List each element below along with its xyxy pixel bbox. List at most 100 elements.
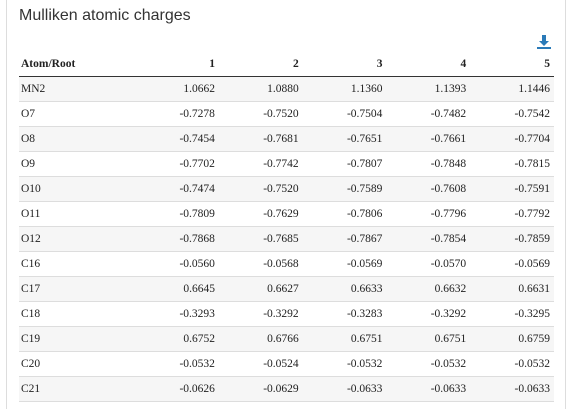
charge-value-cell: 0.6759 xyxy=(470,326,554,352)
charge-value-cell: -0.7815 xyxy=(470,151,554,177)
charge-value-cell: 0.6627 xyxy=(218,276,303,302)
table-row: O8 -0.7454 -0.7681 -0.7651 -0.7661 -0.7704 xyxy=(19,126,554,152)
charge-value-cell: -0.7520 xyxy=(218,176,303,202)
charge-value-cell: 0.6751 xyxy=(302,326,387,352)
charge-value-cell: -0.0532 xyxy=(386,351,471,377)
charge-value-cell: -0.3295 xyxy=(470,301,554,327)
charge-value-cell: -0.7608 xyxy=(386,176,471,202)
download-icon-graphic xyxy=(537,35,551,49)
results-panel xyxy=(6,0,566,409)
charge-value-cell: -0.7591 xyxy=(470,176,554,202)
table-row: C16 -0.0560 -0.0568 -0.0569 -0.0570 -0.0569 xyxy=(19,251,554,277)
charge-value-cell: -0.7704 xyxy=(470,126,554,152)
charge-value-cell: 0.6632 xyxy=(386,276,471,302)
charge-value-cell: 1.1446 xyxy=(470,76,554,102)
atom-label-cell: C20 xyxy=(19,351,136,377)
panel-title: Mulliken atomic charges xyxy=(19,7,191,24)
charge-value-cell: -0.7589 xyxy=(302,176,387,202)
charge-value-cell: 1.0880 xyxy=(218,76,303,102)
charge-value-cell: -0.0626 xyxy=(135,376,219,402)
charge-value-cell: 0.6633 xyxy=(302,276,387,302)
download-icon[interactable] xyxy=(537,35,551,49)
atom-label-cell: O8 xyxy=(19,126,136,152)
table-header-row: Atom/Root 1 2 3 4 5 xyxy=(19,52,554,77)
table-row: C17 0.6645 0.6627 0.6633 0.6632 0.6631 xyxy=(19,276,554,302)
charge-value-cell: -0.0524 xyxy=(218,351,303,377)
table-row: O12 -0.7868 -0.7685 -0.7867 -0.7854 -0.7859 xyxy=(19,226,554,252)
column-header-root-1[interactable]: 1 xyxy=(135,52,219,77)
table-row: O10 -0.7474 -0.7520 -0.7589 -0.7608 -0.7591 xyxy=(19,176,554,202)
table-row: O9 -0.7702 -0.7742 -0.7807 -0.7848 -0.7815 xyxy=(19,151,554,177)
table-row: C21 -0.0626 -0.0629 -0.0633 -0.0633 -0.0633 xyxy=(19,376,554,402)
charge-value-cell: -0.7629 xyxy=(218,201,303,227)
charge-value-cell: -0.0560 xyxy=(135,251,219,277)
table-body: MN2 1.0662 1.0880 1.1360 1.1393 1.1446 O7 -0.72… xyxy=(19,76,554,402)
atom-label-cell: O11 xyxy=(19,201,136,227)
atom-label-cell: C17 xyxy=(19,276,136,302)
charge-value-cell: -0.7454 xyxy=(135,126,219,152)
column-header-root-2[interactable]: 2 xyxy=(218,52,303,77)
mulliken-charges-table: Atom/Root 1 2 3 4 5 MN2 1.0662 1.0880 1.136… xyxy=(19,52,554,402)
charge-value-cell: -0.7542 xyxy=(470,101,554,127)
table-row: C20 -0.0532 -0.0524 -0.0532 -0.0532 -0.0532 xyxy=(19,351,554,377)
atom-label-cell: C19 xyxy=(19,326,136,352)
charge-value-cell: 0.6752 xyxy=(135,326,219,352)
table-row: O11 -0.7809 -0.7629 -0.7806 -0.7796 -0.7792 xyxy=(19,201,554,227)
charge-value-cell: -0.7742 xyxy=(218,151,303,177)
charge-value-cell: -0.7651 xyxy=(302,126,387,152)
charge-value-cell: -0.3283 xyxy=(302,301,387,327)
charge-value-cell: -0.0633 xyxy=(302,376,387,402)
charge-value-cell: -0.7807 xyxy=(302,151,387,177)
charge-value-cell: -0.0568 xyxy=(218,251,303,277)
charge-value-cell: -0.0569 xyxy=(470,251,554,277)
table-row: MN2 1.0662 1.0880 1.1360 1.1393 1.1446 xyxy=(19,76,554,102)
charge-value-cell: -0.7809 xyxy=(135,201,219,227)
charge-value-cell: -0.7796 xyxy=(386,201,471,227)
charge-value-cell: -0.7792 xyxy=(470,201,554,227)
charge-value-cell: -0.0532 xyxy=(302,351,387,377)
charge-value-cell: -0.0633 xyxy=(386,376,471,402)
atom-label-cell: O10 xyxy=(19,176,136,202)
charge-value-cell: -0.0633 xyxy=(470,376,554,402)
charge-value-cell: -0.7504 xyxy=(302,101,387,127)
charge-value-cell: -0.7661 xyxy=(386,126,471,152)
charge-value-cell: -0.3292 xyxy=(386,301,471,327)
table-row: C18 -0.3293 -0.3292 -0.3283 -0.3292 -0.3295 xyxy=(19,301,554,327)
atom-label-cell: C16 xyxy=(19,251,136,277)
column-header-root-4[interactable]: 4 xyxy=(386,52,471,77)
charge-value-cell: 1.1360 xyxy=(302,76,387,102)
charge-value-cell: -0.7859 xyxy=(470,226,554,252)
charge-value-cell: -0.7685 xyxy=(218,226,303,252)
charge-value-cell: -0.0629 xyxy=(218,376,303,402)
charge-value-cell: -0.7867 xyxy=(302,226,387,252)
charge-value-cell: 1.1393 xyxy=(386,76,471,102)
charge-value-cell: -0.7848 xyxy=(386,151,471,177)
charge-value-cell: -0.7681 xyxy=(218,126,303,152)
atom-label-cell: O7 xyxy=(19,101,136,127)
column-header-root-3[interactable]: 3 xyxy=(302,52,387,77)
atom-label-cell: O9 xyxy=(19,151,136,177)
charge-value-cell: -0.7474 xyxy=(135,176,219,202)
charge-value-cell: -0.7806 xyxy=(302,201,387,227)
charge-value-cell: -0.7854 xyxy=(386,226,471,252)
charge-value-cell: -0.3292 xyxy=(218,301,303,327)
atom-label-cell: O12 xyxy=(19,226,136,252)
column-header-atom[interactable]: Atom/Root xyxy=(19,52,136,77)
charge-value-cell: -0.0569 xyxy=(302,251,387,277)
atom-label-cell: C21 xyxy=(19,376,136,402)
charge-value-cell: 0.6766 xyxy=(218,326,303,352)
table-row: C19 0.6752 0.6766 0.6751 0.6751 0.6759 xyxy=(19,326,554,352)
charge-value-cell: -0.0532 xyxy=(135,351,219,377)
charge-value-cell: -0.0570 xyxy=(386,251,471,277)
charge-value-cell: 0.6631 xyxy=(470,276,554,302)
charge-value-cell: 0.6645 xyxy=(135,276,219,302)
charge-value-cell: 0.6751 xyxy=(386,326,471,352)
charge-value-cell: 1.0662 xyxy=(135,76,219,102)
charge-value-cell: -0.7868 xyxy=(135,226,219,252)
atom-label-cell: C18 xyxy=(19,301,136,327)
charge-value-cell: -0.7520 xyxy=(218,101,303,127)
column-header-root-5[interactable]: 5 xyxy=(470,52,554,77)
charge-value-cell: -0.7702 xyxy=(135,151,219,177)
table-row: O7 -0.7278 -0.7520 -0.7504 -0.7482 -0.7542 xyxy=(19,101,554,127)
charge-value-cell: -0.3293 xyxy=(135,301,219,327)
